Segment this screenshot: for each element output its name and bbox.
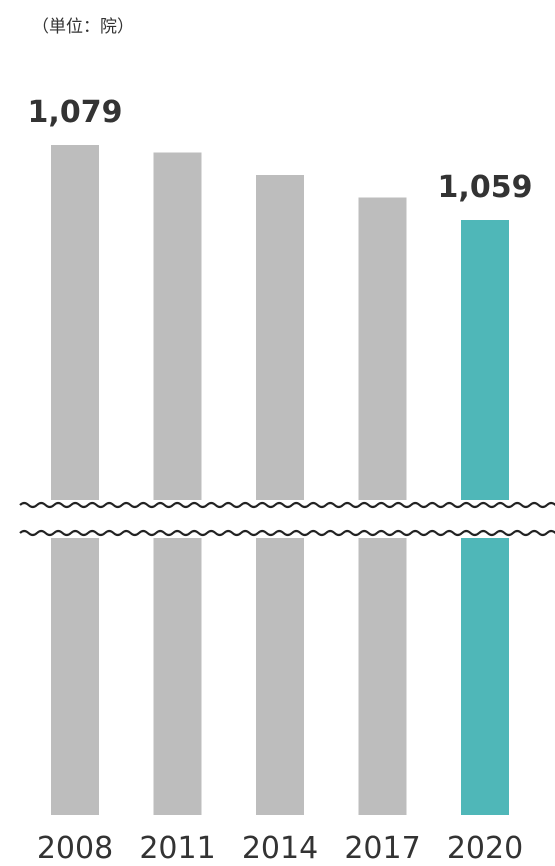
axis-break-wave-bottom — [19, 529, 555, 537]
x-tick-label-2014: 2014 — [242, 831, 318, 866]
data-label-2008: 1,079 — [28, 95, 123, 130]
labels-group: 2008 1,079 2011 2014 2017 2020 1,059 — [28, 95, 533, 866]
unit-label: （単位：院） — [32, 17, 134, 37]
data-label-2020: 1,059 — [438, 170, 533, 205]
bar-2008 — [51, 145, 99, 815]
bars-group — [51, 145, 509, 815]
x-tick-label-2011: 2011 — [139, 831, 215, 866]
x-tick-label-2008: 2008 — [37, 831, 113, 866]
axis-break — [0, 500, 555, 538]
axis-break-wave-top — [19, 501, 555, 509]
x-tick-label-2020: 2020 — [447, 831, 523, 866]
bar-2014 — [256, 175, 304, 815]
bar-2011 — [153, 152, 202, 815]
x-tick-label-2017: 2017 — [344, 831, 420, 866]
